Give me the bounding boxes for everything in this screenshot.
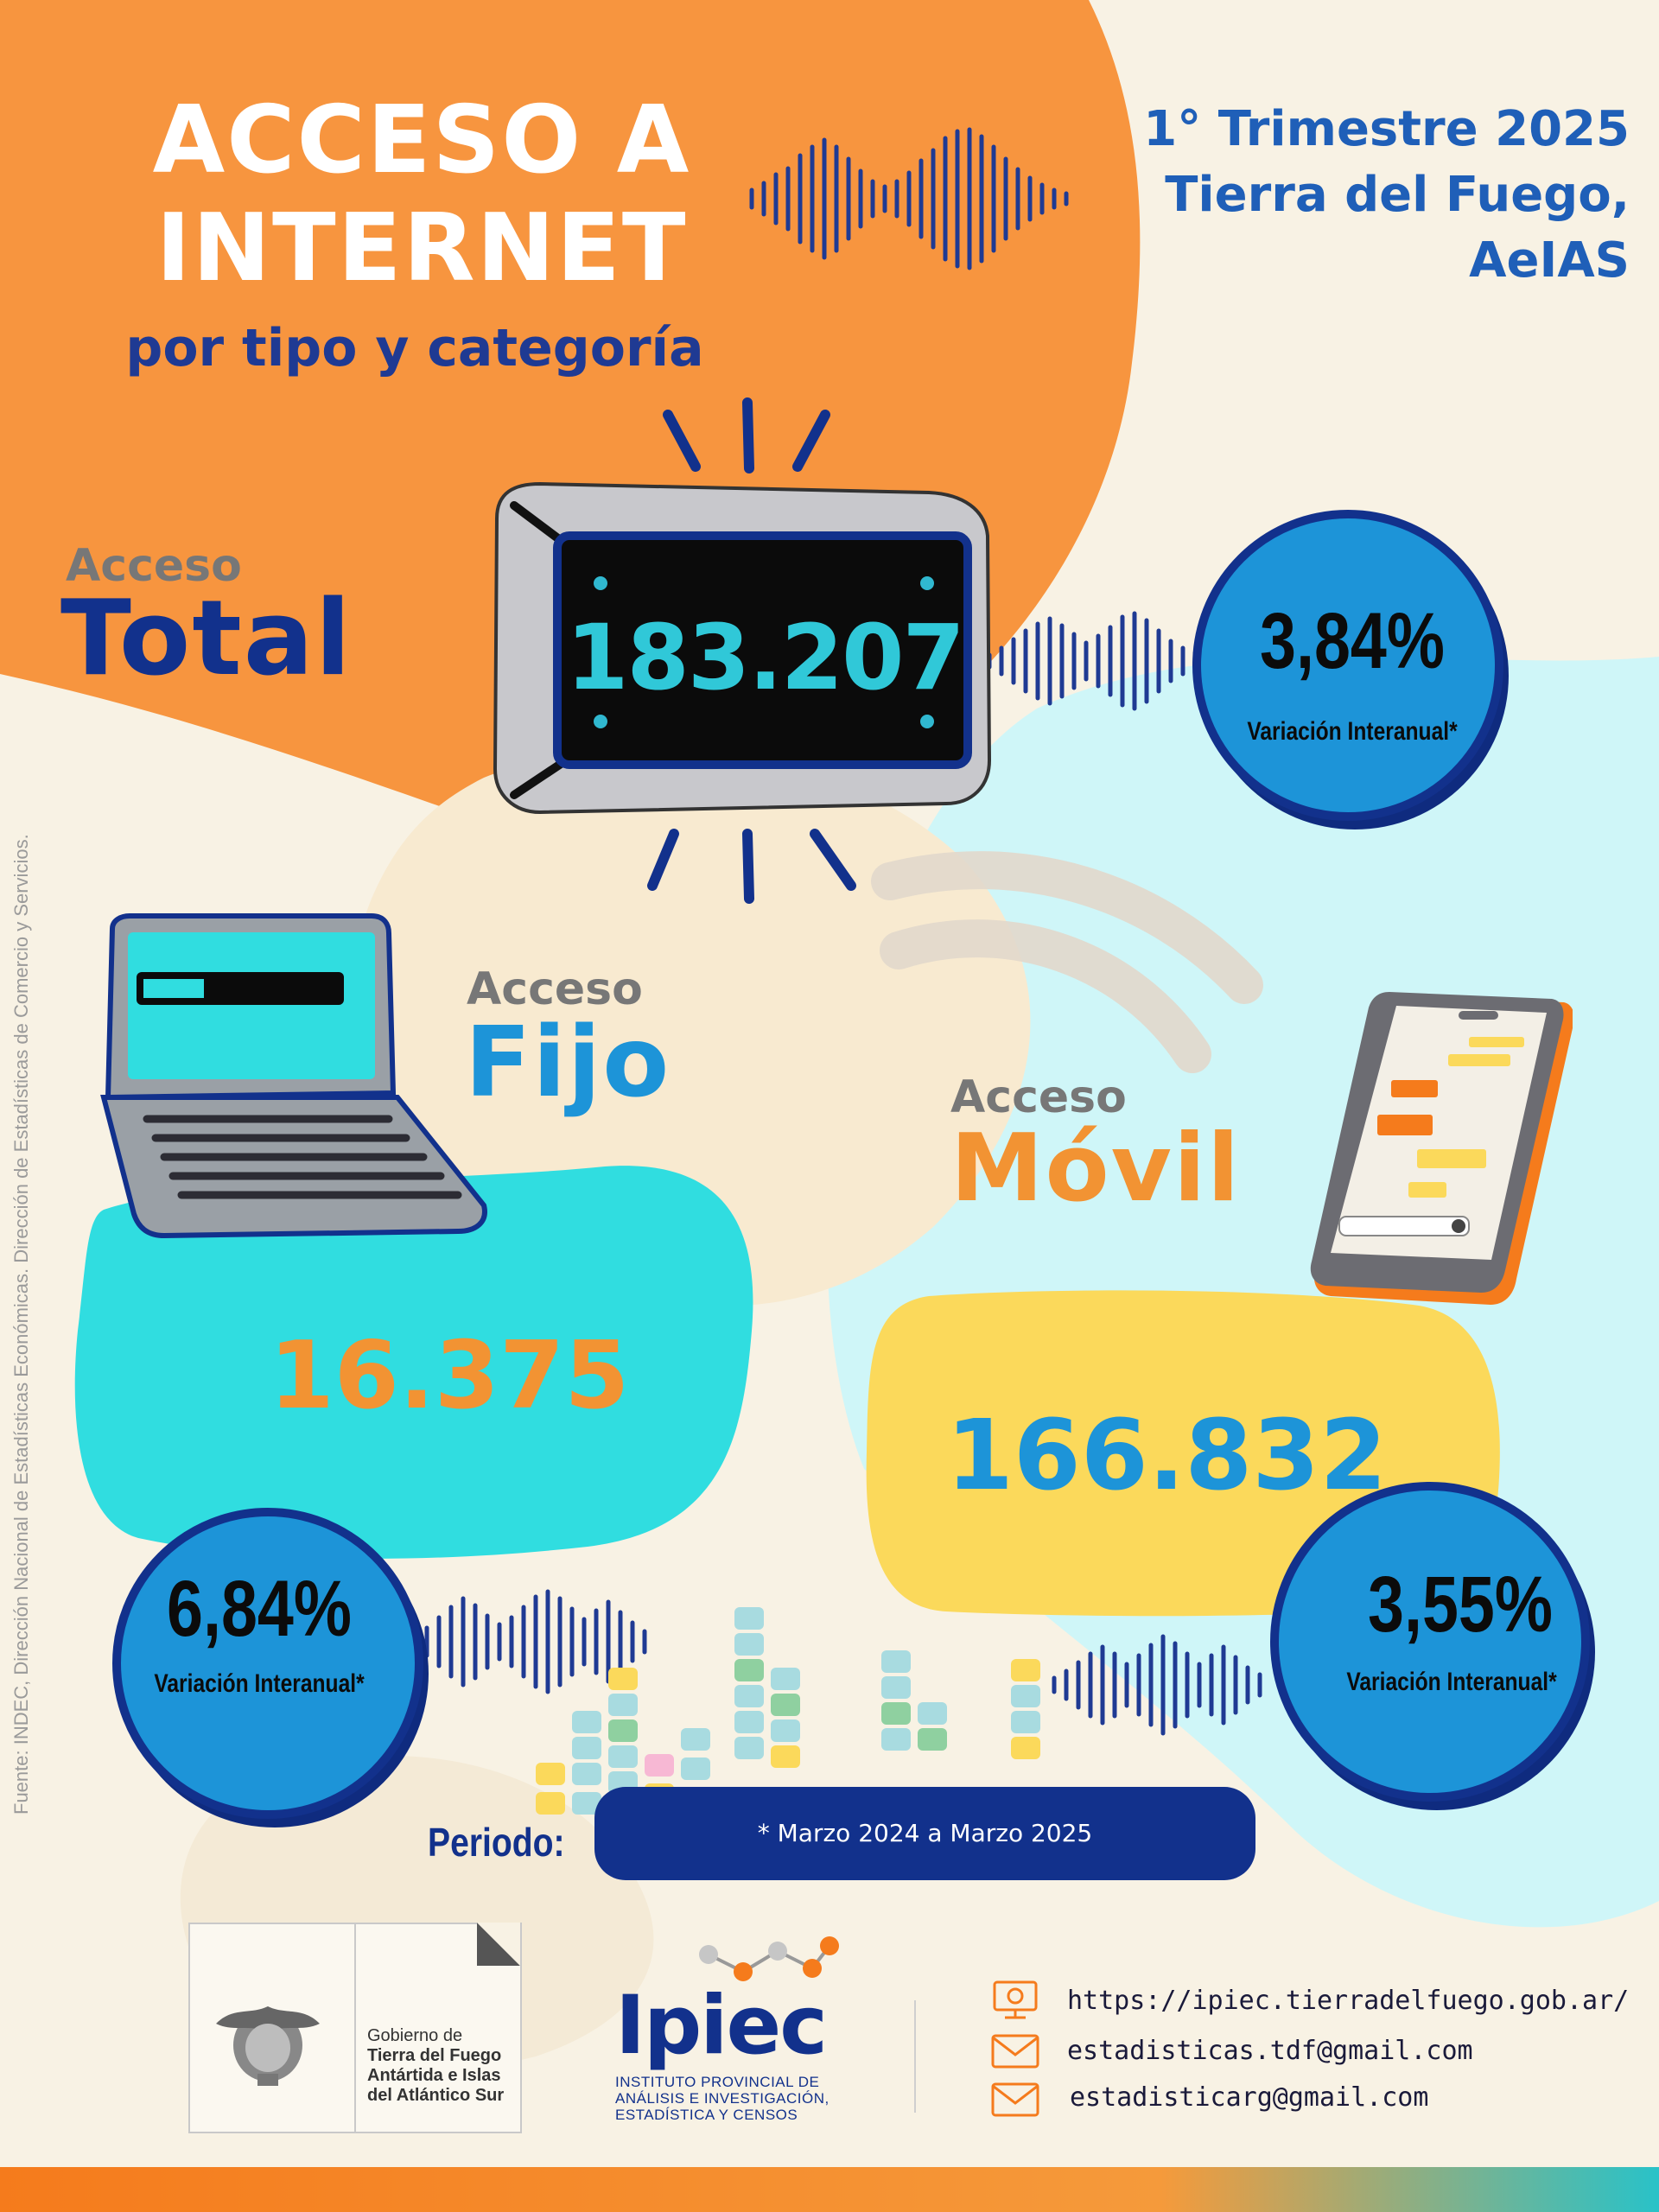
gov-text-3: Antártida e Islas [367,2066,501,2085]
mail-icon-2 [991,2082,1039,2117]
contact-url[interactable]: https://ipiec.tierradelfuego.gob.ar/ [1067,1986,1630,2016]
total-value: 183.207 [566,605,965,710]
sound-wave-top [749,127,1069,270]
period-line-3: AeIAS [1469,232,1630,289]
fijo-value: 16.375 [269,1322,630,1430]
total-pct: 3,84% [1260,597,1445,685]
periodo-value: * Marzo 2024 a Marzo 2025 [757,1819,1093,1847]
mail-icon [991,2034,1039,2069]
movil-label-big: Móvil [950,1115,1242,1223]
periodo-label: Periodo: [428,1820,565,1865]
total-label-big: Total [60,579,353,699]
period-line-1: 1° Trimestre 2025 [1143,101,1630,157]
title-line-1: ACCESO A [152,86,691,194]
phone-icon [1310,992,1573,1305]
total-pct-circle [1192,510,1503,821]
subtitle: por tipo y categoría [125,318,704,378]
fijo-label-big: Fijo [465,1007,671,1119]
ipiec-line-2: ANÁLISIS E INVESTIGACIÓN, [615,2090,830,2107]
fijo-label-small: Acceso [467,963,643,1015]
coat-of-arms-icon [216,2006,320,2086]
gov-logo-card: Gobierno de Tierra del Fuego Antártida e… [188,1923,522,2133]
period-header: 1° Trimestre 2025 Tierra del Fuego, AeIA… [1025,97,1630,294]
footer-divider [914,2000,916,2113]
source-note: Fuente: INDEC, Dirección Nacional de Est… [10,834,32,1815]
ipiec-line-1: INSTITUTO PROVINCIAL DE [615,2074,820,2090]
fijo-pct-label: Variación Interanual* [154,1669,365,1698]
gov-text-2: Tierra del Fuego [367,2046,502,2065]
web-icon [993,1980,1038,2019]
movil-value: 166.832 [946,1400,1388,1512]
sound-wave-movil [1052,1634,1262,1736]
movil-pct-circle [1270,1482,1590,1802]
periodo-box: * Marzo 2024 a Marzo 2025 [594,1787,1255,1880]
title-line-2: INTERNET [156,194,688,302]
gov-text-1: Gobierno de [367,2026,463,2045]
gov-text-4: del Atlántico Sur [367,2086,505,2105]
total-label-small: Acceso [66,540,242,592]
laptop-icon [100,913,487,1239]
contact-email-1[interactable]: estadisticas.tdf@gmail.com [1067,2036,1473,2066]
ipiec-logo-text: Ipiec [615,1979,828,2073]
movil-pct-label: Variación Interanual* [1346,1668,1557,1696]
period-line-2: Tierra del Fuego, [1165,167,1630,223]
ipiec-caption: INSTITUTO PROVINCIAL DE ANÁLISIS E INVES… [615,2074,849,2123]
page-fold-icon [477,1923,520,1966]
ipiec-network-icon [699,1936,839,1981]
ipiec-line-3: ESTADÍSTICA Y CENSOS [615,2107,798,2123]
fijo-pct: 6,84% [167,1565,352,1653]
fijo-pct-circle [112,1508,423,1819]
movil-label-small: Acceso [950,1071,1127,1123]
fijo-card-bg [74,1166,753,1559]
contact-email-2[interactable]: estadisticarg@gmail.com [1070,2082,1429,2113]
sound-wave-fijo [412,1589,647,1694]
movil-pct: 3,55% [1368,1560,1553,1649]
total-pct-label: Variación Interanual* [1247,717,1458,746]
router-icon [493,397,992,904]
equalizer-graphic [536,1607,1040,1815]
